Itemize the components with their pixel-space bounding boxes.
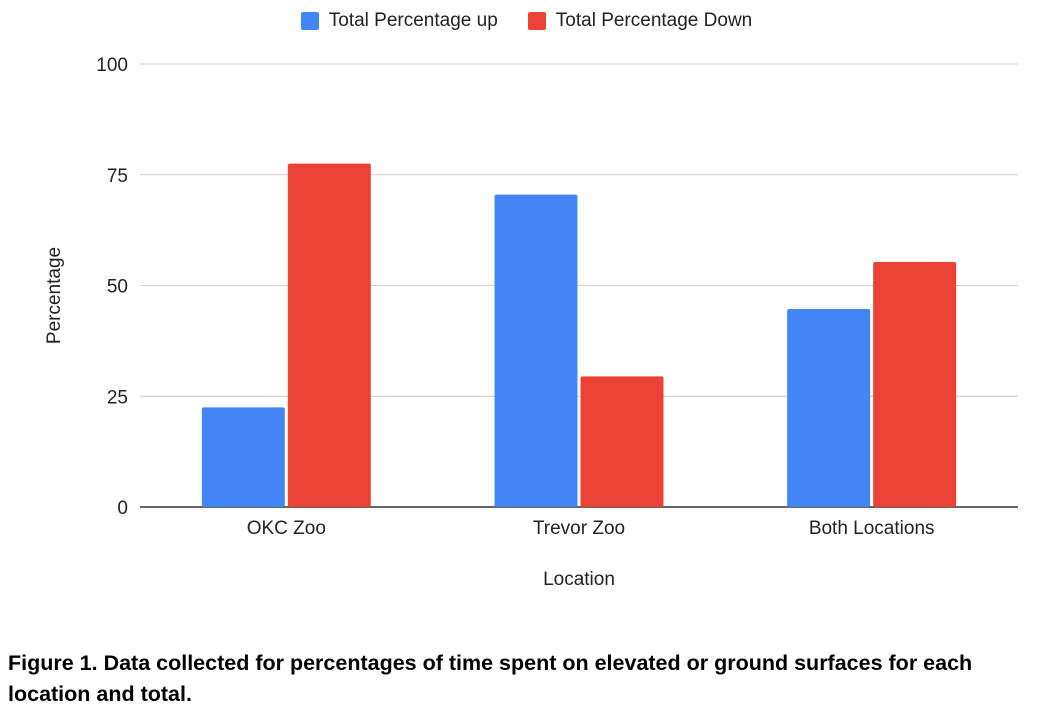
y-tick-label: 50: [107, 277, 128, 298]
y-tick-label: 75: [107, 166, 128, 187]
figure-caption: Figure 1. Data collected for percentages…: [8, 651, 973, 706]
x-tick-label: OKC Zoo: [247, 518, 326, 539]
bar-up: [494, 194, 578, 507]
y-tick-label: 25: [107, 387, 128, 408]
bar-chart: 0 25 50 75 100 OKC Zoo Trevor Zoo Both Location…: [44, 55, 1018, 590]
bar-down: [287, 163, 371, 508]
x-tick-label: Both Locations: [809, 518, 935, 539]
bar-down: [580, 376, 664, 507]
bar-up: [787, 308, 871, 507]
legend-swatch-down: [527, 12, 546, 30]
legend-item-down: Total Percentage Down: [527, 10, 753, 32]
y-axis-title: Percentage: [44, 247, 65, 344]
bar-up: [201, 407, 285, 507]
x-axis-title: Location: [543, 569, 615, 590]
chart-legend: Total Percentage up Total Percentage Dow…: [0, 10, 1053, 32]
legend-label-up: Total Percentage up: [328, 10, 498, 31]
bar-down: [873, 262, 957, 507]
x-tick-label: Trevor Zoo: [533, 518, 625, 539]
y-tick-label: 100: [96, 55, 128, 76]
legend-swatch-up: [300, 12, 319, 30]
y-tick-label: 0: [117, 498, 128, 519]
legend-item-up: Total Percentage up: [300, 10, 498, 32]
legend-label-down: Total Percentage Down: [555, 10, 753, 31]
